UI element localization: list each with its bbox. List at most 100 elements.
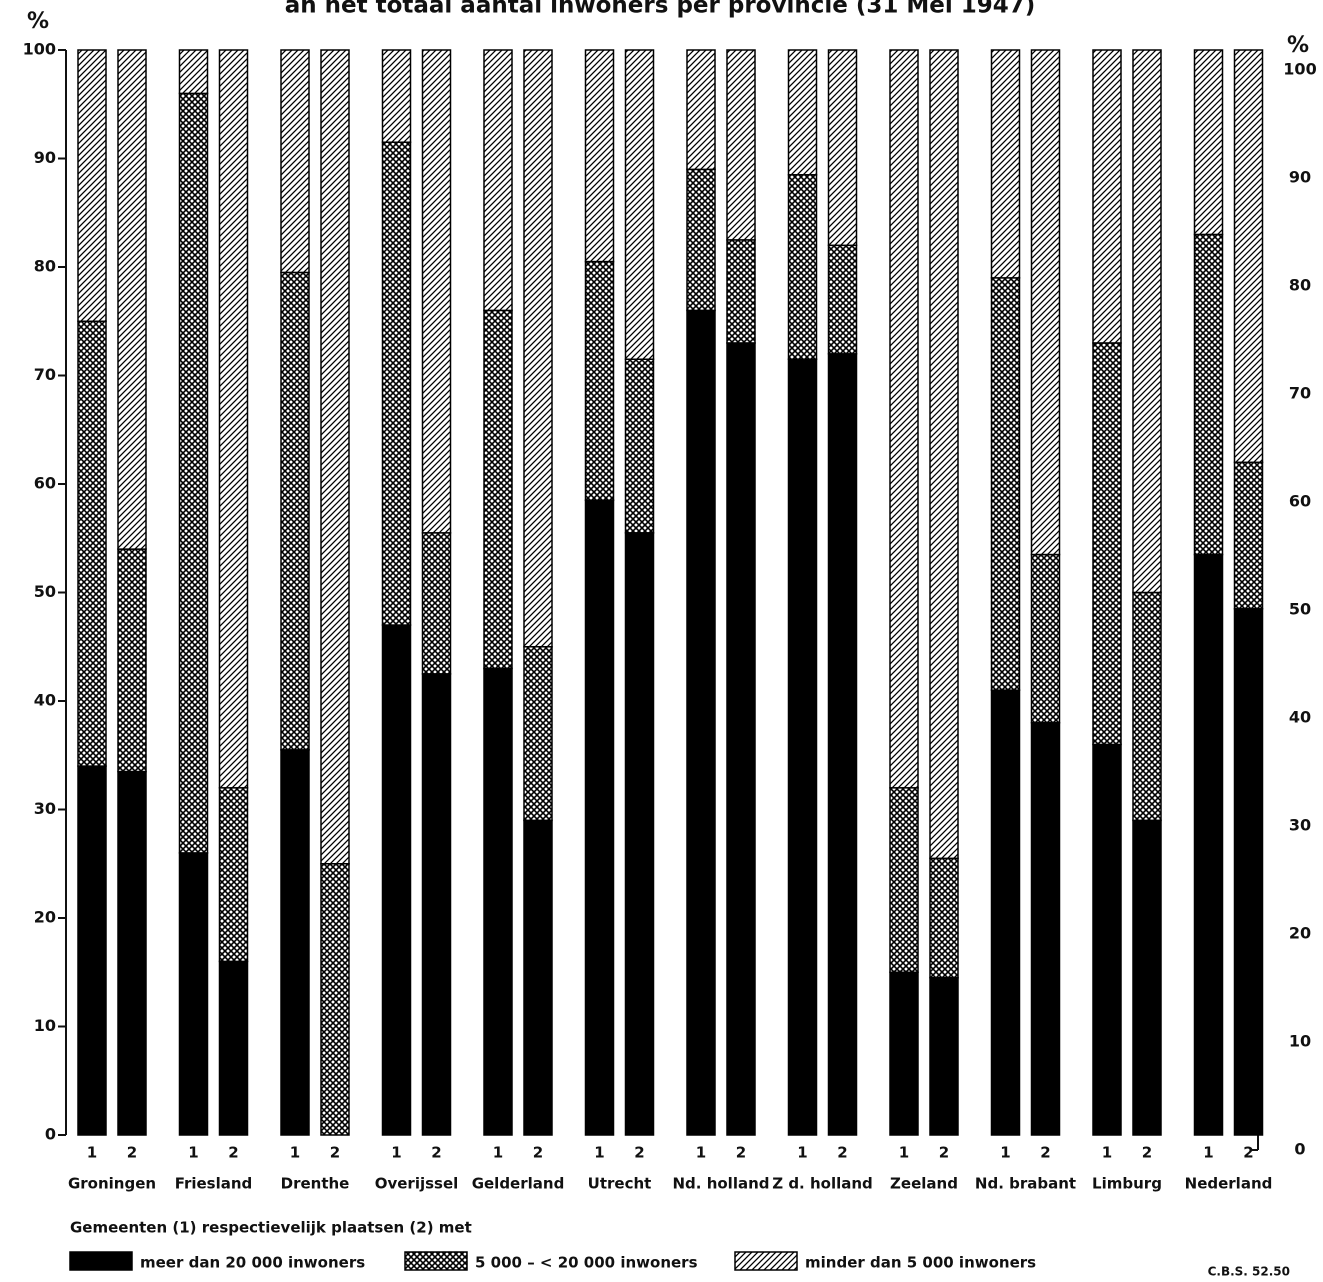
bar-segment [990, 689, 1021, 1136]
bar-segment [686, 309, 716, 1136]
x-tick-label: 2 [736, 1144, 746, 1162]
bar-segment [117, 49, 147, 550]
chart-title: an het totaal aantal inwoners per provin… [285, 0, 1036, 19]
y-tick-label: 100 [23, 40, 56, 59]
bar-segment [889, 971, 919, 1136]
x-tick-label: 1 [696, 1144, 706, 1162]
bar-segment [1132, 49, 1162, 594]
y2-tick-label: 0 [1294, 1140, 1305, 1159]
bar-segment [77, 765, 107, 1136]
legend-label: 5 000 – < 20 000 inwoners [475, 1254, 698, 1272]
bar-segment [280, 749, 310, 1136]
y2-tick-label: 70 [1289, 384, 1311, 403]
bar-segment [827, 353, 858, 1136]
x-tick-label: 1 [1203, 1144, 1213, 1162]
y-tick-label: 20 [34, 908, 56, 927]
x-tick-label: 1 [899, 1144, 909, 1162]
y2-tick-label: 10 [1289, 1032, 1311, 1051]
bar-segment [178, 92, 209, 854]
y2-tick-label: 80 [1289, 276, 1311, 295]
x-tick-label: 1 [1000, 1144, 1010, 1162]
legend-swatch [404, 1251, 468, 1271]
bar-segment [726, 342, 756, 1136]
x-tick-label: 2 [1142, 1144, 1152, 1162]
y-tick-label: 30 [34, 799, 56, 818]
bar-segment [889, 49, 919, 789]
y-tick-label: 40 [34, 691, 56, 710]
source-note: C.B.S. 52.50 [1208, 1265, 1290, 1279]
bar-segment [624, 49, 655, 360]
x-tick-label: 2 [431, 1144, 441, 1162]
bar-segment [929, 49, 959, 860]
x-tick-label: 2 [837, 1144, 847, 1162]
bar-segment [686, 49, 716, 171]
y-tick-label: 90 [34, 148, 56, 167]
x-tick-label: 2 [1243, 1144, 1253, 1162]
bar-segment [280, 49, 310, 274]
y2-tick-label: 20 [1289, 924, 1311, 943]
bar-segment [381, 624, 412, 1136]
group-label: Limburg [1092, 1175, 1162, 1193]
bar-segment [178, 852, 209, 1136]
bar-segment [726, 49, 756, 241]
group-label: Z d. holland [772, 1175, 873, 1193]
y2-tick-label: 90 [1289, 168, 1311, 187]
bar-segment [117, 770, 147, 1136]
x-tick-label: 1 [594, 1144, 604, 1162]
bar-segment [320, 49, 350, 865]
bar-segment [77, 320, 107, 767]
x-tick-label: 1 [493, 1144, 503, 1162]
bar-segment [523, 819, 553, 1136]
bar-segment [584, 49, 615, 263]
x-tick-label: 2 [1040, 1144, 1050, 1162]
bar-segment [787, 49, 818, 176]
bar-segment [320, 863, 350, 1136]
bar-segment [624, 532, 655, 1136]
y-axis-label: % [27, 9, 49, 34]
bar-segment [218, 960, 249, 1136]
bar-segment [584, 260, 615, 502]
bar-segment [1030, 553, 1061, 724]
bar-segment [1092, 49, 1122, 344]
bar-segment [218, 49, 249, 789]
bar-segment [929, 857, 959, 979]
bar-segment [280, 271, 310, 751]
bar-segment [483, 667, 513, 1136]
group-label: Nd. brabant [975, 1175, 1076, 1193]
bar-segment [1233, 461, 1264, 610]
bar-segment [218, 787, 249, 963]
bar-segment [117, 548, 147, 773]
bar-segment [483, 309, 513, 670]
bar-segment [1030, 49, 1061, 556]
x-tick-label: 1 [188, 1144, 198, 1162]
bar-segment [990, 49, 1021, 279]
bar-segment [889, 787, 919, 973]
bar-segment [726, 239, 756, 344]
bar-segment [381, 49, 412, 143]
y2-tick-label: 100 [1283, 60, 1316, 79]
y-tick-label: 0 [45, 1125, 56, 1144]
legend-swatch [734, 1251, 798, 1271]
x-tick-label: 2 [533, 1144, 543, 1162]
y2-tick-label: 60 [1289, 492, 1311, 511]
x-tick-label: 1 [797, 1144, 807, 1162]
bar-segment [421, 673, 452, 1136]
bar-segment [929, 976, 959, 1136]
bar-segment [1193, 49, 1224, 236]
y-tick-label: 80 [34, 257, 56, 276]
group-label: Zeeland [890, 1175, 958, 1193]
y-tick-label: 50 [34, 582, 56, 601]
bar-segment [1193, 553, 1224, 1136]
bar-segment [686, 168, 716, 312]
group-label: Utrecht [588, 1175, 652, 1193]
x-tick-label: 2 [127, 1144, 137, 1162]
bar-segment [827, 49, 858, 247]
bar-segment [523, 49, 553, 648]
bar-segment [421, 532, 452, 675]
bar-segment [1233, 49, 1264, 464]
bar-segment [584, 499, 615, 1136]
group-label: Nd. holland [672, 1175, 769, 1193]
bar-segment [523, 646, 553, 822]
x-tick-label: 2 [634, 1144, 644, 1162]
